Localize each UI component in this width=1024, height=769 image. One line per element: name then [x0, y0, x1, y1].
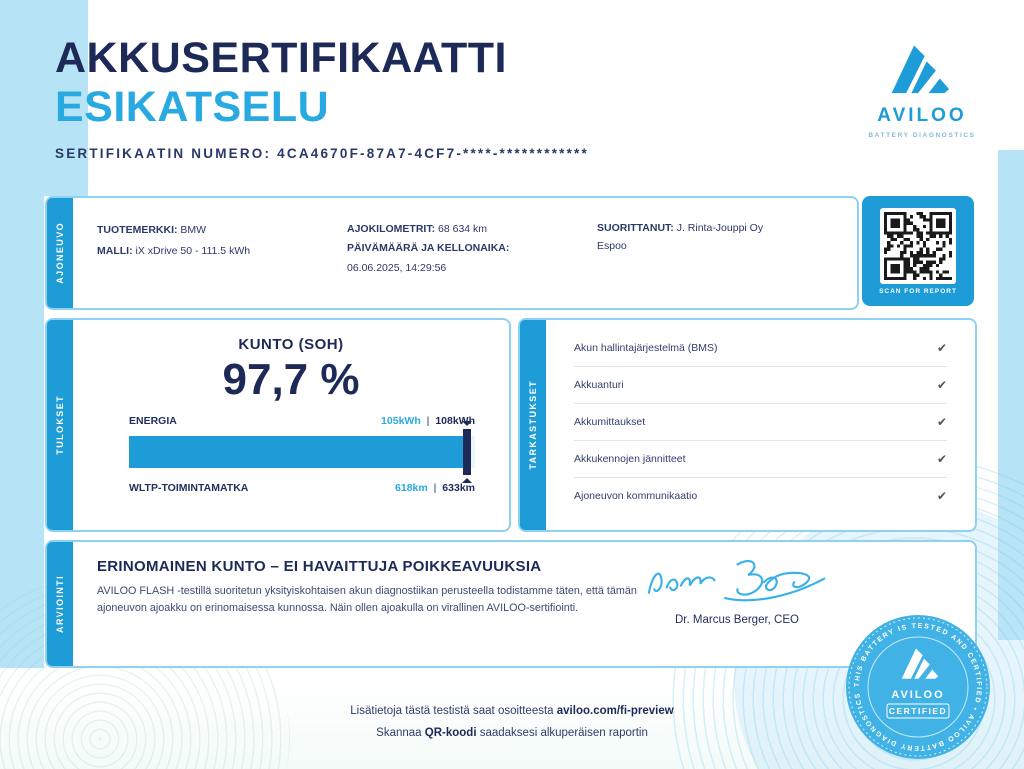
odometer-label: AJOKILOMETRIT: [347, 223, 436, 235]
performer-value-line2: Espoo [597, 239, 627, 252]
check-row: Akun hallintajärjestelmä (BMS) ✔ [574, 330, 947, 367]
footer-link-text: aviloo.com/fi-preview [556, 705, 674, 717]
results-section: TULOKSET KUNTO (SOH) 97,7 % ENERGIA 105k… [45, 318, 511, 532]
performer-value: J. Rinta-Jouppi Oy [676, 222, 764, 234]
soh-progress-bar [129, 429, 475, 475]
odometer-row: AJOKILOMETRIT: 68 634 km [347, 220, 597, 239]
vehicle-section-tab: AJONEUVO [47, 198, 73, 308]
mountain-logo-icon [891, 45, 950, 94]
energy-values: 105kWh | 108kWh [381, 415, 475, 427]
vehicle-model-row: MALLI: iX xDrive 50 - 111.5 kWh [97, 241, 347, 262]
assessment-section-tab: ARVIOINTI [47, 542, 73, 666]
check-icon: ✔ [936, 415, 947, 429]
check-icon: ✔ [936, 341, 947, 355]
value-separator: | [433, 482, 437, 494]
certified-seal: THIS BATTERY IS TESTED AND CERTIFIED • A… [841, 607, 993, 762]
vehicle-col-odometer: AJOKILOMETRIT: 68 634 km PÄIVÄMÄÄRÄ JA K… [347, 220, 597, 278]
check-row: Ajoneuvon kommunikaatio ✔ [574, 478, 947, 514]
certificate-number: SERTIFIKAATIN NUMERO: 4CA4670F-87A7-4CF7… [55, 146, 589, 161]
model-label: MALLI: [97, 245, 133, 257]
range-label: WLTP-TOIMINTAMATKA [129, 482, 249, 494]
signature-block: Dr. Marcus Berger, CEO [617, 552, 857, 626]
deco-right-band [998, 150, 1024, 640]
vehicle-section: AJONEUVO TUOTEMERKKI: BMW MALLI: iX xDri… [45, 196, 859, 310]
check-label: Akkuanturi [574, 379, 624, 391]
assessment-body: AVILOO FLASH -testillä suoritetun yksity… [97, 585, 637, 614]
range-values: 618km | 633km [395, 482, 475, 494]
results-tab-label: TULOKSET [55, 395, 65, 455]
energy-label: ENERGIA [129, 415, 177, 427]
check-row: Akkuanturi ✔ [574, 367, 947, 404]
signature-icon [647, 560, 825, 602]
assessment-section: ARVIOINTI ERINOMAINEN KUNTO – EI HAVAITT… [45, 540, 977, 668]
brand-value: BMW [180, 224, 207, 236]
vehicle-col-brand: TUOTEMERKKI: BMW MALLI: iX xDrive 50 - 1… [97, 220, 347, 278]
qr-code-icon [884, 211, 952, 280]
odometer-value: 68 634 km [438, 223, 488, 235]
checks-section: TARKASTUKSET Akun hallintajärjestelmä (B… [518, 318, 977, 532]
vehicle-col-performer: SUORITTANUT: J. Rinta-Jouppi Oy Espoo [597, 220, 843, 278]
checks-tab-label: TARKASTUKSET [528, 380, 538, 470]
check-label: Akkumittaukset [574, 416, 646, 428]
check-label: Akun hallintajärjestelmä (BMS) [574, 342, 718, 354]
range-row: WLTP-TOIMINTAMATKA 618km | 633km [129, 482, 475, 494]
footer-line2-suffix: saadaksesi alkuperäisen raportin [476, 727, 648, 740]
footer-line1: Lisätietoja tästä testistä saat osoittee… [0, 700, 1024, 722]
range-current: 618km [395, 482, 428, 494]
assessment-headline: ERINOMAINEN KUNTO – EI HAVAITTUJA POIKKE… [97, 558, 542, 575]
qr-code-block: SCAN FOR REPORT [862, 196, 974, 306]
soh-label: KUNTO (SOH) [238, 336, 344, 353]
check-label: Ajoneuvon kommunikaatio [574, 490, 698, 502]
certificate-number-label: SERTIFIKAATIN NUMERO: [55, 146, 272, 161]
datetime-value: 06.06.2025, 14:29:56 [347, 261, 447, 274]
datetime-label: PÄIVÄMÄÄRÄ JA KELLONAIKA: [347, 242, 510, 255]
vehicle-brand-row: TUOTEMERKKI: BMW [97, 220, 347, 241]
soh-bar-marker [463, 429, 472, 475]
page-title: AKKUSERTIFIKAATTI [55, 34, 508, 82]
model-value: iX xDrive 50 - 111.5 kWh [135, 245, 251, 257]
certified-seal-icon: THIS BATTERY IS TESTED AND CERTIFIED • A… [841, 607, 990, 759]
brand-label: TUOTEMERKKI: [97, 224, 178, 236]
check-icon: ✔ [936, 452, 947, 466]
footer-line1-text: Lisätietoja tästä testistä saat osoittee… [350, 705, 557, 717]
energy-row: ENERGIA 105kWh | 108kWh [129, 415, 475, 427]
check-icon: ✔ [936, 489, 947, 503]
qr-code [880, 207, 956, 284]
deco-left-band [0, 0, 44, 668]
certificate-number-value: 4CA4670F-87A7-4CF7-****-************ [277, 146, 589, 161]
seal-brand: AVILOO [891, 689, 944, 701]
footer: Lisätietoja tästä testistä saat osoittee… [0, 700, 1024, 745]
logo-wordmark: AVILOO [877, 105, 967, 126]
logo-tagline: BATTERY DIAGNOSTICS [868, 132, 976, 139]
energy-current: 105kWh [381, 415, 421, 427]
performer-row: SUORITTANUT: J. Rinta-Jouppi Oy [597, 220, 843, 238]
seal-label: CERTIFIED [889, 706, 947, 716]
page-subtitle: ESIKATSELU [55, 83, 330, 131]
check-label: Akkukennojen jännitteet [574, 453, 686, 465]
performer-label: SUORITTANUT: [597, 222, 674, 234]
aviloo-logo: AVILOO BATTERY DIAGNOSTICS [866, 40, 978, 139]
range-original: 633km [442, 482, 475, 494]
soh-bar-fill [129, 436, 468, 468]
vehicle-tab-label: AJONEUVO [55, 222, 65, 284]
footer-line2: Skannaa QR-koodi saadaksesi alkuperäisen… [0, 722, 1024, 744]
assessment-tab-label: ARVIOINTI [55, 575, 65, 633]
qr-caption: SCAN FOR REPORT [879, 287, 957, 295]
footer-line2-prefix: Skannaa [376, 727, 425, 740]
checks-section-tab: TARKASTUKSET [520, 320, 546, 530]
check-icon: ✔ [936, 378, 947, 392]
check-row: Akkukennojen jännitteet ✔ [574, 441, 947, 478]
footer-line2-bold: QR-koodi [424, 727, 477, 740]
signer-name: Dr. Marcus Berger, CEO [675, 614, 799, 626]
results-section-tab: TULOKSET [47, 320, 73, 530]
check-row: Akkumittaukset ✔ [574, 404, 947, 441]
soh-value: 97,7 % [222, 355, 360, 404]
value-separator: | [426, 415, 430, 427]
